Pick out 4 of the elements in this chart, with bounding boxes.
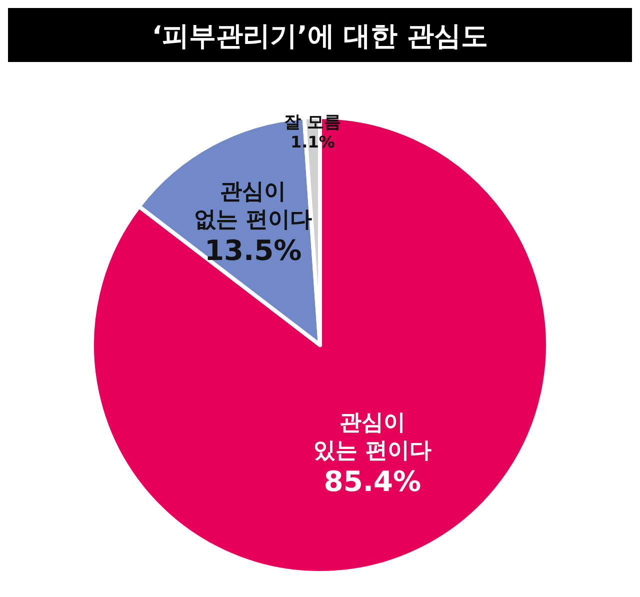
data-label: 13.5%	[204, 234, 302, 268]
chart-title: ‘피부관리기’에 대한 관심도	[152, 21, 488, 52]
slice-label: 관심이 있는 편이다	[314, 410, 432, 464]
data-label: 85.4%	[324, 464, 422, 498]
